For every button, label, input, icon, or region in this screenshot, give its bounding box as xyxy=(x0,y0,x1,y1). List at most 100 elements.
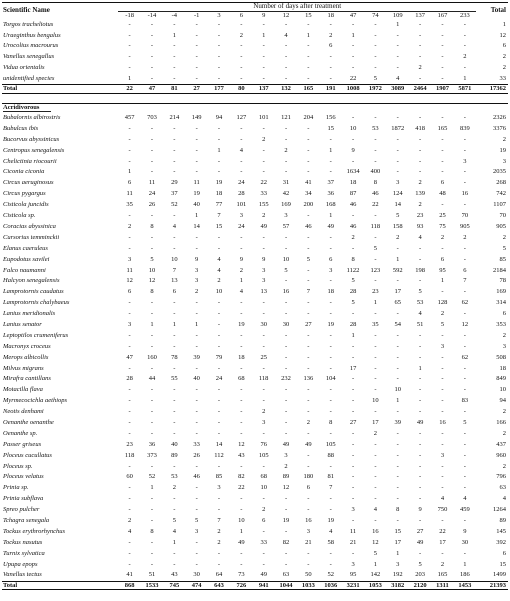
row-total-cell: 2 xyxy=(502,408,506,416)
count-cell: 49 xyxy=(416,418,424,426)
count-cell: - xyxy=(173,549,176,557)
count-cell: 123 xyxy=(370,266,381,274)
row-total-cell: 33 xyxy=(499,75,507,83)
row-total-cell: 145 xyxy=(496,527,506,535)
count-cell: 9 xyxy=(262,255,266,263)
count-cell: 11 xyxy=(148,179,156,187)
count-cell: - xyxy=(284,418,288,426)
total-cell: 5871 xyxy=(453,84,477,94)
count-cell: 6 xyxy=(128,179,132,187)
count-cell: 53 xyxy=(171,473,178,481)
day-header-cell: 137 xyxy=(415,11,425,19)
count-cell: - xyxy=(351,42,355,50)
count-cell: - xyxy=(195,244,198,252)
count-cell: - xyxy=(396,429,399,437)
count-cell: 156 xyxy=(325,114,336,122)
count-cell: 4 xyxy=(217,266,221,274)
count-cell: 192 xyxy=(392,571,403,579)
count-cell: 14 xyxy=(215,440,223,448)
count-cell: 64 xyxy=(215,571,223,579)
count-cell: 1 xyxy=(463,560,467,568)
count-cell: - xyxy=(150,560,154,568)
count-cell: - xyxy=(419,114,422,122)
count-cell: - xyxy=(351,473,355,481)
count-cell: 112 xyxy=(214,451,224,459)
count-cell: - xyxy=(329,429,332,437)
count-cell: 5 xyxy=(440,320,445,328)
count-cell: 62 xyxy=(461,353,469,361)
count-cell: 52 xyxy=(171,201,178,209)
count-cell: - xyxy=(463,201,466,209)
count-cell: - xyxy=(463,42,466,50)
count-cell: - xyxy=(329,53,332,61)
count-cell: 1 xyxy=(172,320,176,328)
count-cell: - xyxy=(419,495,422,503)
table-row: Merops albicollis 47 160 78 39 79 18 25 - - - - - - - -… xyxy=(2,352,508,363)
count-cell: - xyxy=(463,310,466,318)
count-cell: - xyxy=(329,20,332,28)
species-name: Centropus senegalensis xyxy=(3,146,65,154)
count-cell: - xyxy=(441,146,444,154)
total-cell: 868 xyxy=(118,580,141,591)
count-cell: - xyxy=(307,353,310,361)
total-cell: 643 xyxy=(207,580,231,591)
count-cell: - xyxy=(419,353,422,361)
count-cell: - xyxy=(173,495,176,503)
count-cell: 57 xyxy=(282,222,290,230)
count-cell: 2 xyxy=(440,560,445,568)
count-cell: 88 xyxy=(327,451,334,459)
count-cell: - xyxy=(128,310,131,318)
count-cell: 2 xyxy=(306,418,310,426)
table-row: Milvus migrans - - - - - - - - - - 17 - - 1 - - 18 xyxy=(2,363,508,374)
count-cell: - xyxy=(173,364,176,372)
count-cell: - xyxy=(329,386,332,394)
table-row: Lanius meridionalis - - - - - - - - - - - - - 4 2 - 6 xyxy=(2,308,508,319)
count-cell: - xyxy=(262,42,265,50)
count-cell: - xyxy=(307,342,310,350)
count-cell: - xyxy=(173,146,176,154)
section-label: Acridivorous xyxy=(3,104,52,113)
count-cell: 33 xyxy=(193,440,200,448)
count-cell: - xyxy=(463,429,466,437)
species-name: Vanellus senegallus xyxy=(3,53,55,61)
total-cell: 165 xyxy=(297,84,320,94)
count-cell: - xyxy=(240,157,243,165)
species-name: unidentified species xyxy=(3,75,55,83)
count-cell: 10 xyxy=(148,266,156,274)
count-cell: 22 xyxy=(260,179,267,187)
count-cell: 2 xyxy=(262,408,266,416)
count-cell: 46 xyxy=(193,473,200,481)
count-cell: 46 xyxy=(372,190,379,198)
count-cell: - xyxy=(374,277,377,285)
count-cell: 30 xyxy=(260,320,267,328)
total-cell: 47 xyxy=(140,84,164,94)
count-cell: - xyxy=(396,310,399,318)
count-cell: - xyxy=(374,451,377,459)
count-cell: - xyxy=(240,397,243,405)
count-cell: 232 xyxy=(281,375,291,383)
count-cell: 21 xyxy=(349,538,357,546)
count-cell: - xyxy=(307,42,310,50)
count-cell: 3 xyxy=(239,212,243,220)
count-cell: 4 xyxy=(172,527,176,535)
count-cell: 14 xyxy=(394,201,402,209)
count-cell: - xyxy=(351,64,355,72)
row-total-cell: 392 xyxy=(496,538,506,546)
species-name: Ploceus sp. xyxy=(3,462,33,470)
count-cell: - xyxy=(307,64,310,72)
count-cell: 1 xyxy=(396,397,400,405)
species-name: Upupa epops xyxy=(3,560,38,568)
count-cell: - xyxy=(195,42,198,50)
count-cell: 2 xyxy=(440,233,445,241)
count-cell: - xyxy=(128,418,131,426)
count-cell: - xyxy=(195,75,198,83)
species-name: Prinia sp. xyxy=(3,484,29,492)
count-cell: - xyxy=(150,135,154,143)
count-cell: 49 xyxy=(238,538,245,546)
grand-total-cell: 21393 xyxy=(476,580,508,591)
count-cell: - xyxy=(284,42,288,50)
row-total-cell: 353 xyxy=(496,320,506,328)
table-row: Circus aeruginosus 6 11 29 11 19 24 22 31 41 37 18 8… xyxy=(2,178,508,189)
row-total-cell: 63 xyxy=(499,484,507,492)
count-cell: - xyxy=(441,31,444,39)
